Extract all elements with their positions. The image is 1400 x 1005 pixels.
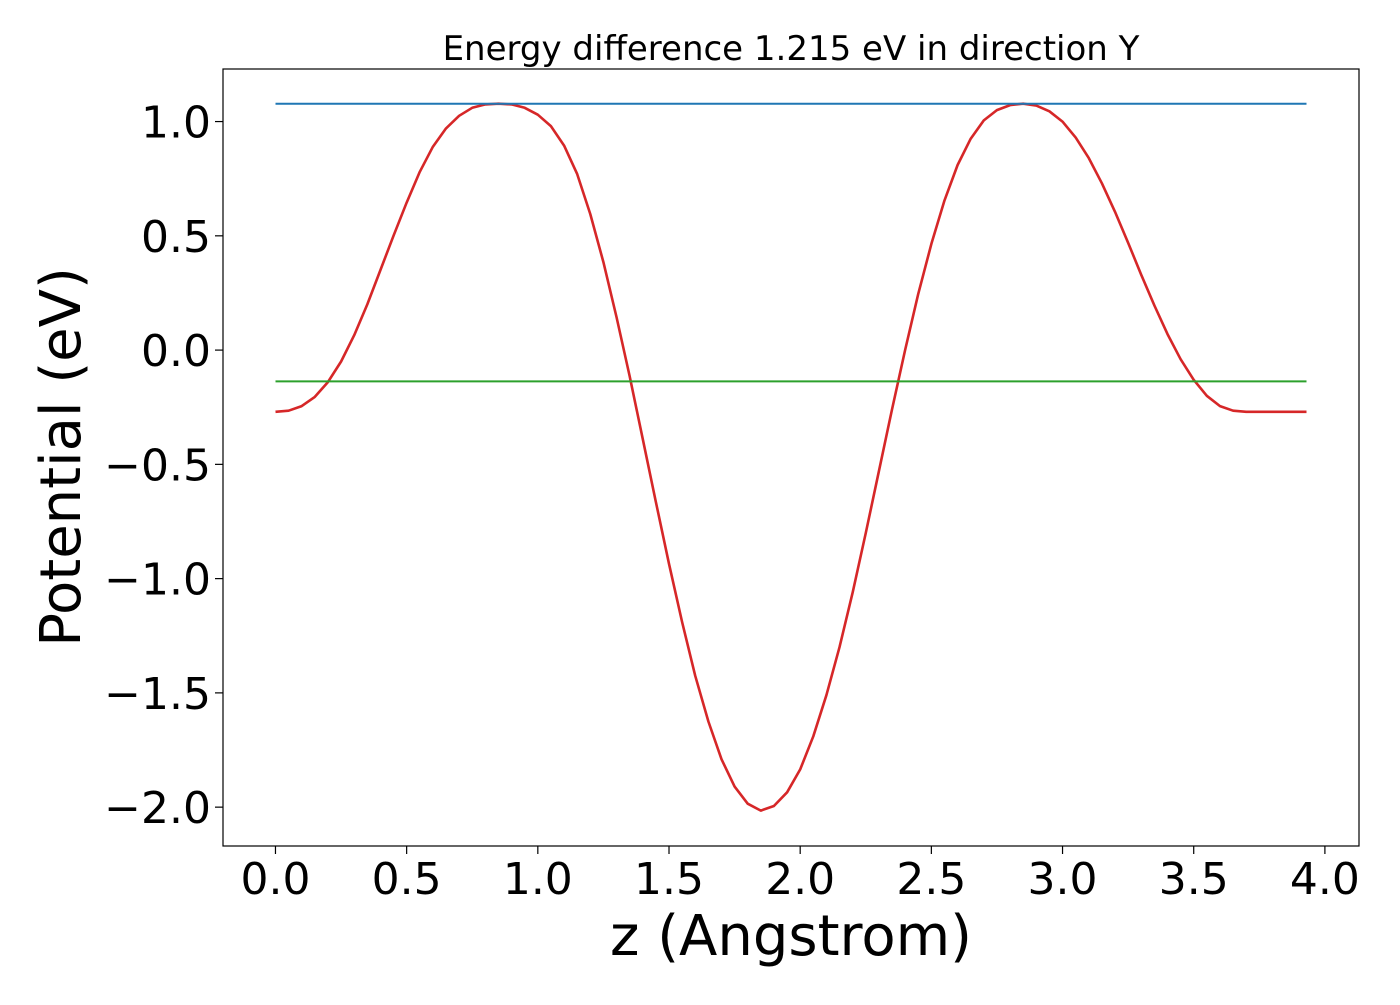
plot-area-frame <box>222 68 1360 847</box>
y-tick-label: −0.5 <box>104 440 211 491</box>
y-tick-label: 0.0 <box>141 326 211 377</box>
x-tick-label: 2.0 <box>765 854 835 905</box>
x-axis-label: z (Angstrom) <box>610 904 972 969</box>
y-tick-label: −2.0 <box>104 783 211 834</box>
y-tick-label: −1.0 <box>104 555 211 606</box>
x-tick-label: 0.0 <box>240 854 310 905</box>
y-axis-ticks: 1.0 0.5 0.0 −0.5 −1.0 −1.5 −2.0 <box>104 98 223 834</box>
chart-title: Energy difference 1.215 eV in direction … <box>443 29 1140 69</box>
y-tick-label: −1.5 <box>104 669 211 720</box>
series-layer <box>275 102 1307 812</box>
y-tick-label: 0.5 <box>141 212 211 263</box>
x-tick-label: 0.5 <box>372 854 442 905</box>
x-tick-label: 4.0 <box>1290 854 1360 905</box>
x-axis-ticks: 0.0 0.5 1.0 1.5 2.0 2.5 3.0 3.5 4.0 <box>240 846 1360 905</box>
y-tick-label: 1.0 <box>141 98 211 149</box>
y-axis-label: Potential (eV) <box>29 267 94 647</box>
x-tick-label: 1.0 <box>503 854 573 905</box>
x-tick-label: 2.5 <box>896 854 966 905</box>
x-tick-label: 1.5 <box>634 854 704 905</box>
x-tick-label: 3.0 <box>1028 854 1098 905</box>
potential-curve-line <box>275 102 1307 812</box>
x-tick-label: 3.5 <box>1159 854 1229 905</box>
